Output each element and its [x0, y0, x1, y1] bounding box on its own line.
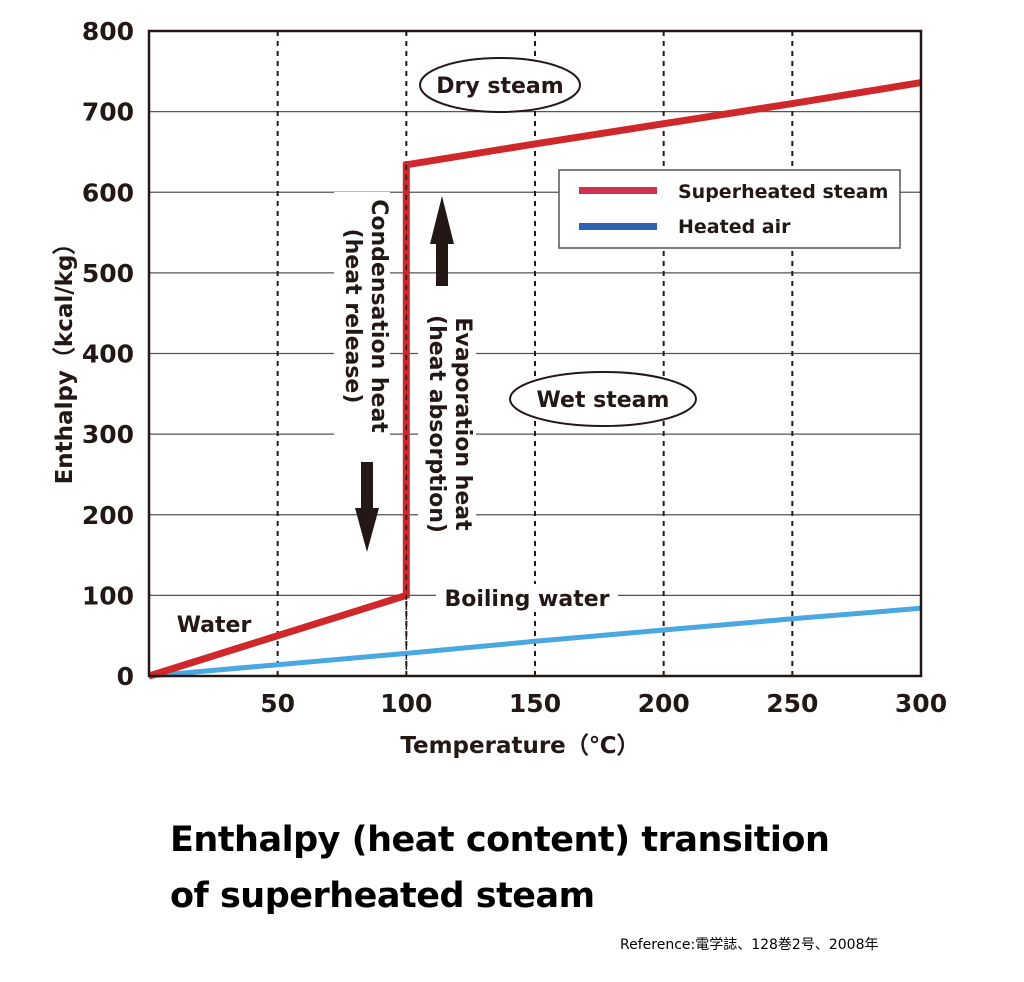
plot-frame — [147, 29, 923, 678]
x-axis-label: Temperature（℃） — [400, 732, 639, 759]
y-axis-ticks: 0 100 200 300 400 500 600 700 800 — [82, 17, 134, 691]
svg-text:Boiling water: Boiling water — [444, 587, 609, 612]
svg-text:Dry steam: Dry steam — [436, 74, 563, 99]
reference-note: Reference:電学誌、128巻2号、2008年 — [620, 937, 879, 953]
legend: Superheated steam Heated air — [558, 169, 901, 249]
x-tick-label: 100 — [380, 689, 432, 718]
grid-lines — [149, 31, 921, 676]
y-tick-label: 600 — [82, 178, 134, 207]
up-arrow-icon — [430, 196, 454, 286]
boiling-water-annotation: Boiling water — [436, 584, 618, 612]
caption-line-2: of superheated steam — [170, 876, 595, 916]
svg-text:Evaporation heat: Evaporation heat — [450, 317, 475, 531]
legend-label-superheated-steam: Superheated steam — [678, 181, 888, 203]
y-tick-label: 300 — [82, 420, 134, 449]
y-tick-label: 500 — [82, 259, 134, 288]
heated-air-line — [148, 605, 922, 679]
y-tick-label: 200 — [82, 501, 134, 530]
caption-line-1: Enthalpy (heat content) transition — [170, 820, 830, 860]
y-tick-label: 700 — [82, 98, 134, 127]
condensation-heat-annotation: Condensation heat (heat release) — [334, 192, 391, 442]
down-arrow-icon — [355, 462, 379, 552]
enthalpy-chart: 0 100 200 300 400 500 600 700 800 50 100 150 200 250… — [51, 17, 947, 759]
svg-text:Wet steam: Wet steam — [537, 388, 670, 413]
svg-text:(heat absorption): (heat absorption) — [424, 315, 449, 533]
evaporation-heat-annotation: Evaporation heat (heat absorption) — [418, 306, 476, 542]
y-tick-label: 400 — [82, 340, 134, 369]
series-lines — [147, 79, 922, 680]
dry-steam-annotation: Dry steam — [419, 57, 581, 113]
svg-text:Condensation heat: Condensation heat — [366, 199, 391, 433]
y-tick-label: 0 — [117, 662, 134, 691]
legend-swatch-heated-air — [579, 223, 657, 230]
water-label: Water — [177, 613, 252, 638]
x-tick-label: 50 — [260, 689, 295, 718]
x-tick-label: 250 — [766, 689, 818, 718]
x-tick-label: 300 — [895, 689, 947, 718]
legend-label-heated-air: Heated air — [678, 216, 791, 238]
legend-swatch-superheated-steam — [579, 187, 657, 194]
x-axis-ticks: 50 100 150 200 250 300 — [260, 689, 947, 718]
x-tick-label: 200 — [638, 689, 690, 718]
y-tick-label: 100 — [82, 581, 134, 610]
figure-caption: Enthalpy (heat content) transition of su… — [170, 812, 830, 924]
svg-text:(heat release): (heat release) — [340, 229, 365, 404]
x-tick-label: 150 — [509, 689, 561, 718]
y-axis-label: Enthalpy（kcal/kg） — [51, 232, 78, 485]
wet-steam-annotation: Wet steam — [509, 371, 697, 427]
y-tick-label: 800 — [82, 17, 134, 46]
